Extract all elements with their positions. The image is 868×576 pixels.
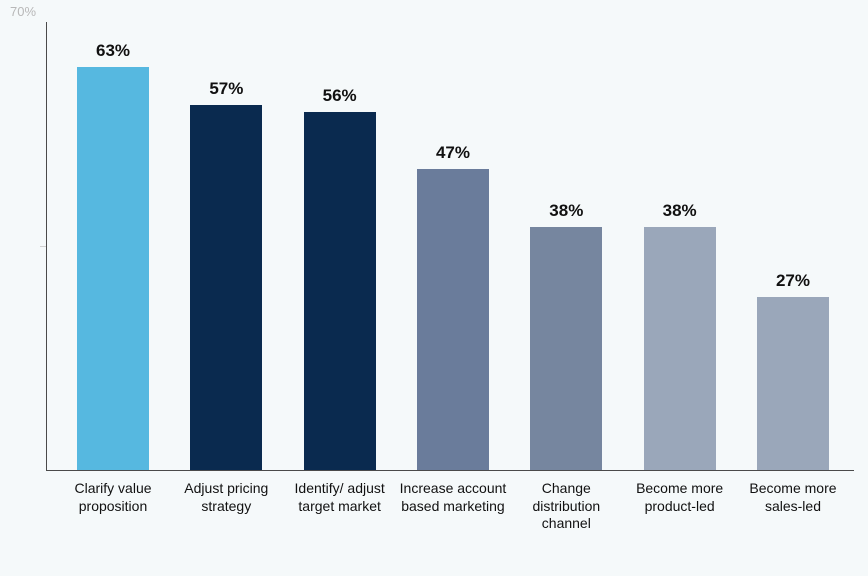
bar-group: 63% <box>58 22 168 470</box>
bar-group: 38% <box>625 22 735 470</box>
x-axis-category-label: Adjust pricing strategy <box>171 480 281 533</box>
bar-value-label: 27% <box>776 271 810 291</box>
bar-value-label: 56% <box>323 86 357 106</box>
bars-area: 63% 57% 56% 47% 38% 38% 27% <box>58 22 848 470</box>
bar-group: 38% <box>511 22 621 470</box>
bar <box>190 105 262 470</box>
x-axis-category-label: Identify/ adjust target market <box>285 480 395 533</box>
bar-value-label: 57% <box>209 79 243 99</box>
bar-value-label: 38% <box>549 201 583 221</box>
bar-group: 47% <box>398 22 508 470</box>
bar-value-label: 47% <box>436 143 470 163</box>
x-axis-category-label: Increase account based marketing <box>398 480 508 533</box>
y-axis-tick-mid <box>40 246 46 247</box>
x-axis-labels: Clarify value propositionAdjust pricing … <box>58 480 848 533</box>
bar-value-label: 38% <box>663 201 697 221</box>
bar <box>644 227 716 470</box>
y-axis-line <box>46 22 47 470</box>
x-axis-category-label: Become more product-led <box>625 480 735 533</box>
bar-group: 56% <box>285 22 395 470</box>
bar <box>304 112 376 470</box>
y-axis-tick-label-70: 70% <box>10 4 36 19</box>
bar-value-label: 63% <box>96 41 130 61</box>
bar <box>77 67 149 470</box>
bar-chart: 70% 63% 57% 56% 47% 38% 38% 27% Clarify value … <box>0 0 868 576</box>
bar <box>757 297 829 470</box>
bar <box>530 227 602 470</box>
x-axis-line <box>46 470 854 471</box>
bar <box>417 169 489 470</box>
bar-group: 27% <box>738 22 848 470</box>
x-axis-category-label: Become more sales-led <box>738 480 848 533</box>
x-axis-category-label: Clarify value proposition <box>58 480 168 533</box>
x-axis-category-label: Change distribution channel <box>511 480 621 533</box>
bar-group: 57% <box>171 22 281 470</box>
